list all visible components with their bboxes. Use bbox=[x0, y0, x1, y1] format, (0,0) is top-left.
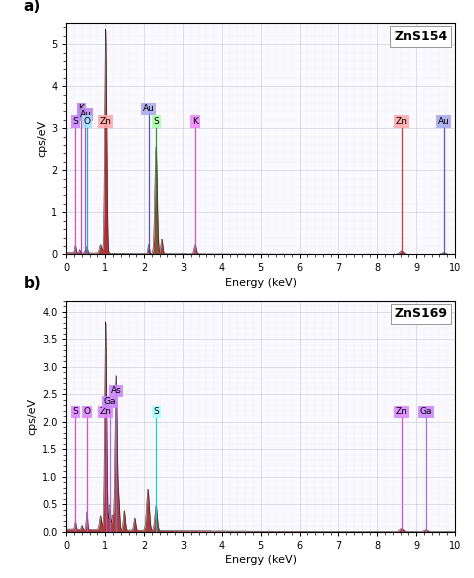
Text: S: S bbox=[153, 117, 159, 126]
Text: S: S bbox=[73, 117, 78, 126]
Y-axis label: cps/eV: cps/eV bbox=[27, 398, 37, 435]
Text: Ga: Ga bbox=[419, 407, 432, 416]
Text: S: S bbox=[73, 407, 78, 416]
Text: b): b) bbox=[24, 276, 41, 291]
Text: Zn: Zn bbox=[100, 407, 111, 416]
Y-axis label: cps/eV: cps/eV bbox=[37, 120, 47, 157]
X-axis label: Energy (keV): Energy (keV) bbox=[225, 277, 297, 287]
Text: Ga: Ga bbox=[104, 397, 116, 406]
Text: ZnS154: ZnS154 bbox=[394, 30, 447, 43]
Text: S: S bbox=[153, 407, 159, 416]
Text: a): a) bbox=[24, 0, 41, 14]
Text: O: O bbox=[83, 407, 91, 416]
Text: Au: Au bbox=[143, 105, 155, 113]
Text: Au: Au bbox=[80, 110, 91, 119]
Text: O: O bbox=[83, 117, 91, 126]
X-axis label: Energy (keV): Energy (keV) bbox=[225, 555, 297, 565]
Text: K: K bbox=[78, 105, 84, 113]
Text: Zn: Zn bbox=[396, 117, 408, 126]
Text: Zn: Zn bbox=[396, 407, 408, 416]
Text: ZnS169: ZnS169 bbox=[394, 307, 447, 320]
Text: As: As bbox=[111, 386, 121, 395]
Text: K: K bbox=[192, 117, 198, 126]
Text: Zn: Zn bbox=[100, 117, 111, 126]
Text: Au: Au bbox=[438, 117, 450, 126]
